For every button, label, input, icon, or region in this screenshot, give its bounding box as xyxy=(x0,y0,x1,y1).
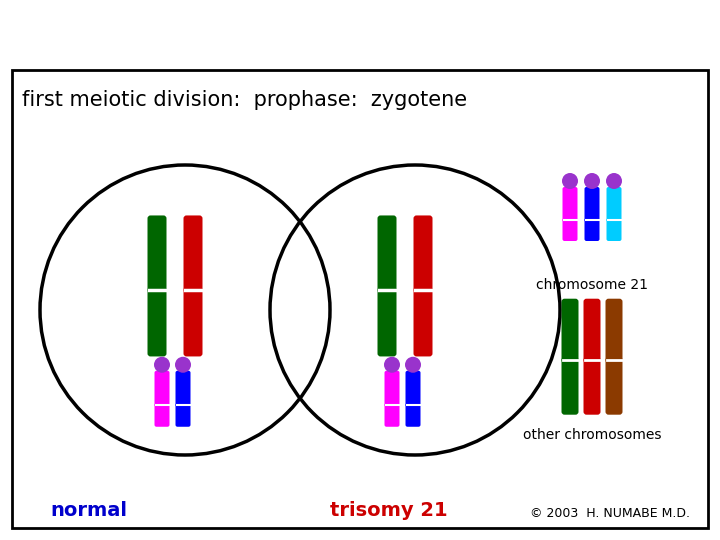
FancyBboxPatch shape xyxy=(377,287,397,356)
FancyBboxPatch shape xyxy=(562,218,577,241)
Text: trisomy 21: trisomy 21 xyxy=(330,501,448,520)
FancyBboxPatch shape xyxy=(585,187,600,222)
FancyBboxPatch shape xyxy=(413,215,433,293)
FancyBboxPatch shape xyxy=(384,403,400,427)
FancyBboxPatch shape xyxy=(155,371,169,407)
Circle shape xyxy=(384,357,400,373)
FancyBboxPatch shape xyxy=(606,218,621,241)
FancyBboxPatch shape xyxy=(562,187,577,222)
FancyBboxPatch shape xyxy=(606,299,623,363)
FancyBboxPatch shape xyxy=(562,357,578,415)
Text: other chromosomes: other chromosomes xyxy=(523,428,661,442)
FancyBboxPatch shape xyxy=(606,187,621,222)
FancyBboxPatch shape xyxy=(583,299,600,363)
FancyBboxPatch shape xyxy=(405,371,420,407)
FancyBboxPatch shape xyxy=(155,403,169,427)
FancyBboxPatch shape xyxy=(176,371,191,407)
Circle shape xyxy=(154,357,170,373)
FancyBboxPatch shape xyxy=(562,299,578,363)
Text: chromosome 21: chromosome 21 xyxy=(536,278,648,292)
Circle shape xyxy=(606,173,622,189)
FancyBboxPatch shape xyxy=(184,287,202,356)
FancyBboxPatch shape xyxy=(585,218,600,241)
FancyBboxPatch shape xyxy=(176,403,191,427)
Bar xyxy=(12,70,708,528)
FancyBboxPatch shape xyxy=(413,287,433,356)
Circle shape xyxy=(175,357,191,373)
FancyBboxPatch shape xyxy=(377,215,397,293)
FancyBboxPatch shape xyxy=(405,403,420,427)
Circle shape xyxy=(562,173,578,189)
Circle shape xyxy=(405,357,421,373)
Text: normal: normal xyxy=(50,501,127,520)
Circle shape xyxy=(584,173,600,189)
FancyBboxPatch shape xyxy=(384,371,400,407)
FancyBboxPatch shape xyxy=(606,357,623,415)
Text: first meiotic division:  prophase:  zygotene: first meiotic division: prophase: zygote… xyxy=(22,90,467,110)
FancyBboxPatch shape xyxy=(184,215,202,293)
FancyBboxPatch shape xyxy=(148,215,166,293)
FancyBboxPatch shape xyxy=(583,357,600,415)
Text: © 2003  H. NUMABE M.D.: © 2003 H. NUMABE M.D. xyxy=(530,507,690,520)
FancyBboxPatch shape xyxy=(148,287,166,356)
